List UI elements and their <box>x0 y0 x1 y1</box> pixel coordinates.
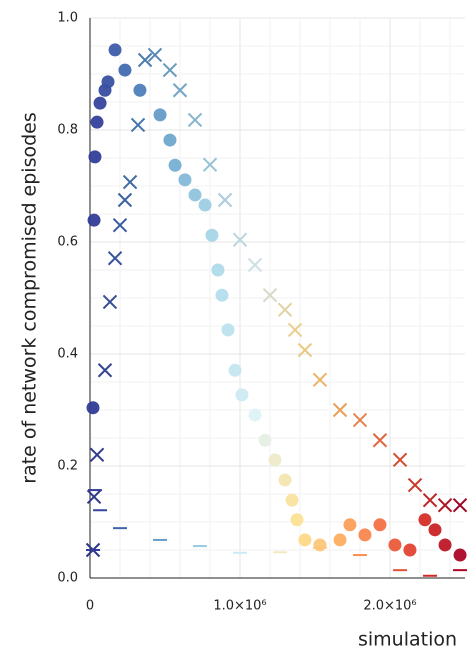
x-tick-label: 2.0×10⁶ <box>363 599 416 614</box>
point <box>122 174 138 190</box>
point <box>388 538 402 552</box>
point <box>352 412 368 428</box>
point <box>452 497 467 513</box>
point <box>147 47 163 63</box>
x-axis-label: simulation <box>358 629 457 651</box>
point <box>313 538 327 552</box>
point <box>130 117 146 133</box>
point <box>247 257 263 273</box>
point <box>428 523 442 537</box>
point <box>287 322 303 338</box>
point <box>258 433 272 447</box>
point <box>221 323 235 337</box>
point <box>262 287 278 303</box>
point <box>108 43 122 57</box>
y-tick-label: 0.2 <box>57 459 78 474</box>
point <box>137 52 153 68</box>
point <box>438 538 452 552</box>
point <box>118 63 132 77</box>
point <box>418 513 432 527</box>
point <box>89 447 105 463</box>
point <box>290 513 304 527</box>
point <box>268 453 282 467</box>
point <box>86 489 102 505</box>
point <box>215 288 229 302</box>
point <box>102 294 118 310</box>
point <box>87 213 101 227</box>
point <box>205 228 219 242</box>
point <box>358 528 372 542</box>
point <box>297 342 313 358</box>
point <box>403 543 417 557</box>
point <box>217 192 233 208</box>
point <box>117 192 133 208</box>
y-tick-label: 1.0 <box>57 11 78 26</box>
point <box>343 518 357 532</box>
point <box>437 497 453 513</box>
point <box>172 83 188 98</box>
point <box>107 251 123 266</box>
point <box>133 83 147 97</box>
point <box>372 433 388 448</box>
y-tick-label: 0.6 <box>57 235 78 250</box>
point <box>285 493 299 507</box>
point <box>232 232 248 247</box>
point <box>187 112 203 128</box>
point <box>298 533 312 547</box>
point <box>112 217 128 233</box>
point <box>153 108 167 122</box>
point <box>188 188 202 202</box>
point <box>101 75 115 89</box>
point <box>211 263 225 277</box>
point <box>86 401 100 415</box>
point <box>277 302 293 317</box>
y-tick-label: 0.8 <box>57 123 78 138</box>
point <box>93 96 107 110</box>
point <box>235 388 249 402</box>
point <box>168 158 182 172</box>
point <box>333 533 347 547</box>
point <box>373 518 387 532</box>
point <box>163 133 177 147</box>
point <box>202 157 218 172</box>
y-tick-label: 0.4 <box>57 347 78 362</box>
point <box>422 492 438 508</box>
y-tick-label: 0.0 <box>57 571 78 586</box>
point <box>198 198 212 212</box>
point <box>88 150 102 164</box>
y-axis-label: rate of network compromised episodes <box>19 112 41 484</box>
point <box>228 363 242 377</box>
point <box>162 62 178 78</box>
x-tick-label: 1.0×10⁶ <box>213 599 266 614</box>
point <box>407 477 423 493</box>
point <box>178 173 192 187</box>
point <box>332 402 348 418</box>
point <box>248 408 262 422</box>
point <box>312 372 328 387</box>
point <box>453 548 467 562</box>
point <box>90 115 104 129</box>
x-tick-label: 0 <box>86 599 94 614</box>
point <box>97 363 113 378</box>
point <box>392 452 408 468</box>
point <box>278 473 292 487</box>
